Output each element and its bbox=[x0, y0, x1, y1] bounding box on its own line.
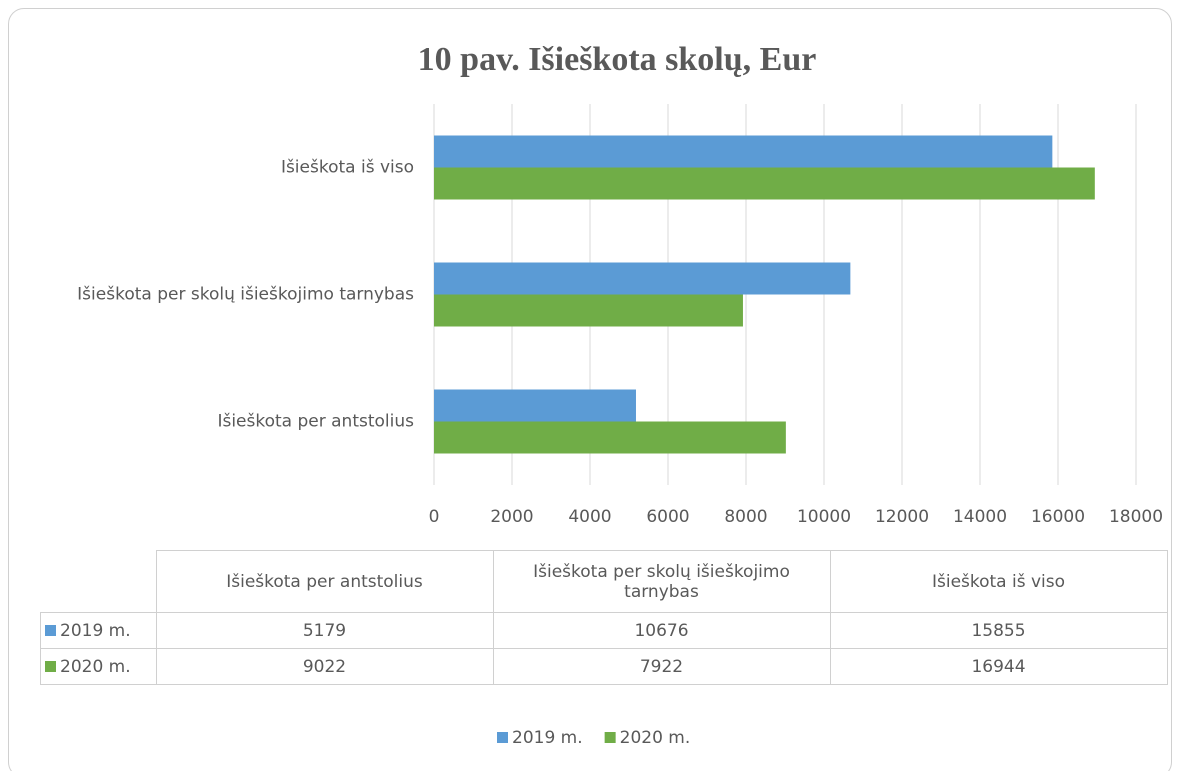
data-table: Išieškota per antstolius Išieškota per sk… bbox=[40, 550, 1168, 685]
table-cell: 7922 bbox=[492, 648, 831, 685]
table-cell: 9022 bbox=[155, 648, 494, 685]
x-tick-label: 12000 bbox=[875, 507, 929, 527]
legend-key bbox=[497, 732, 508, 743]
table-header-row: Išieškota per antstolius Išieškota per sk… bbox=[40, 550, 1168, 613]
table-row: 2019 m. 5179 10676 15855 bbox=[40, 612, 1168, 649]
series-name: 2020 m. bbox=[60, 656, 131, 677]
x-tick-label: 10000 bbox=[797, 507, 851, 527]
bar bbox=[434, 421, 786, 454]
table-row-header: 2020 m. bbox=[40, 648, 157, 685]
table-header-cell: Išieškota per antstolius bbox=[155, 550, 494, 613]
bar bbox=[434, 294, 743, 327]
bar bbox=[434, 389, 636, 422]
x-tick-label: 14000 bbox=[953, 507, 1007, 527]
legend-label: 2020 m. bbox=[620, 728, 691, 748]
y-tick-label: Išieškota iš viso bbox=[281, 158, 414, 178]
x-tick-label: 8000 bbox=[724, 507, 767, 527]
table-cell: 10676 bbox=[492, 612, 831, 649]
legend-key bbox=[45, 624, 56, 636]
chart-frame bbox=[8, 8, 1172, 771]
y-tick-label: Išieškota per antstolius bbox=[217, 412, 414, 432]
table-cell: 5179 bbox=[155, 612, 494, 649]
table-corner bbox=[40, 550, 157, 613]
x-tick-label: 0 bbox=[429, 507, 440, 527]
x-tick-label: 6000 bbox=[646, 507, 689, 527]
y-tick-label: Išieškota per skolų išieškojimo tarnybas bbox=[77, 285, 414, 305]
table-header-cell: Išieškota per skolų išieškojimo tarnybas bbox=[492, 550, 831, 613]
table-row-header: 2019 m. bbox=[40, 612, 157, 649]
legend-label: 2019 m. bbox=[512, 728, 583, 748]
x-tick-label: 4000 bbox=[568, 507, 611, 527]
bar bbox=[434, 167, 1095, 200]
series-name: 2019 m. bbox=[60, 620, 131, 641]
legend: 2019 m. 2020 m. bbox=[497, 728, 690, 748]
bar bbox=[434, 262, 851, 295]
x-tick-label: 2000 bbox=[490, 507, 533, 527]
bar bbox=[434, 135, 1053, 168]
x-tick-label: 16000 bbox=[1031, 507, 1085, 527]
table-row: 2020 m. 9022 7922 16944 bbox=[40, 648, 1168, 685]
chart-title: 10 pav. Išieškota skolų, Eur bbox=[418, 41, 817, 78]
legend-key bbox=[45, 660, 56, 672]
table-header-cell: Išieškota iš viso bbox=[829, 550, 1168, 613]
x-tick-label: 18000 bbox=[1109, 507, 1163, 527]
table-cell: 16944 bbox=[829, 648, 1168, 685]
table-cell: 15855 bbox=[829, 612, 1168, 649]
legend-key bbox=[604, 732, 616, 743]
